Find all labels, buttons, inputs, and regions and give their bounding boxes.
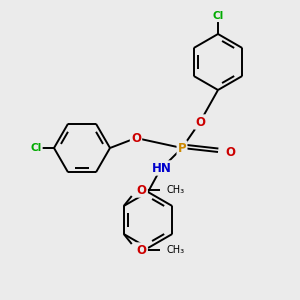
Text: CH₃: CH₃ [167,185,185,195]
Text: O: O [137,244,147,256]
Text: O: O [225,146,235,158]
Text: O: O [137,184,147,196]
Text: P: P [178,142,186,154]
Text: Cl: Cl [212,11,224,21]
Text: CH₃: CH₃ [167,245,185,255]
Text: O: O [131,131,141,145]
Text: Cl: Cl [30,143,42,153]
Text: O: O [195,116,205,128]
Text: HN: HN [152,161,172,175]
